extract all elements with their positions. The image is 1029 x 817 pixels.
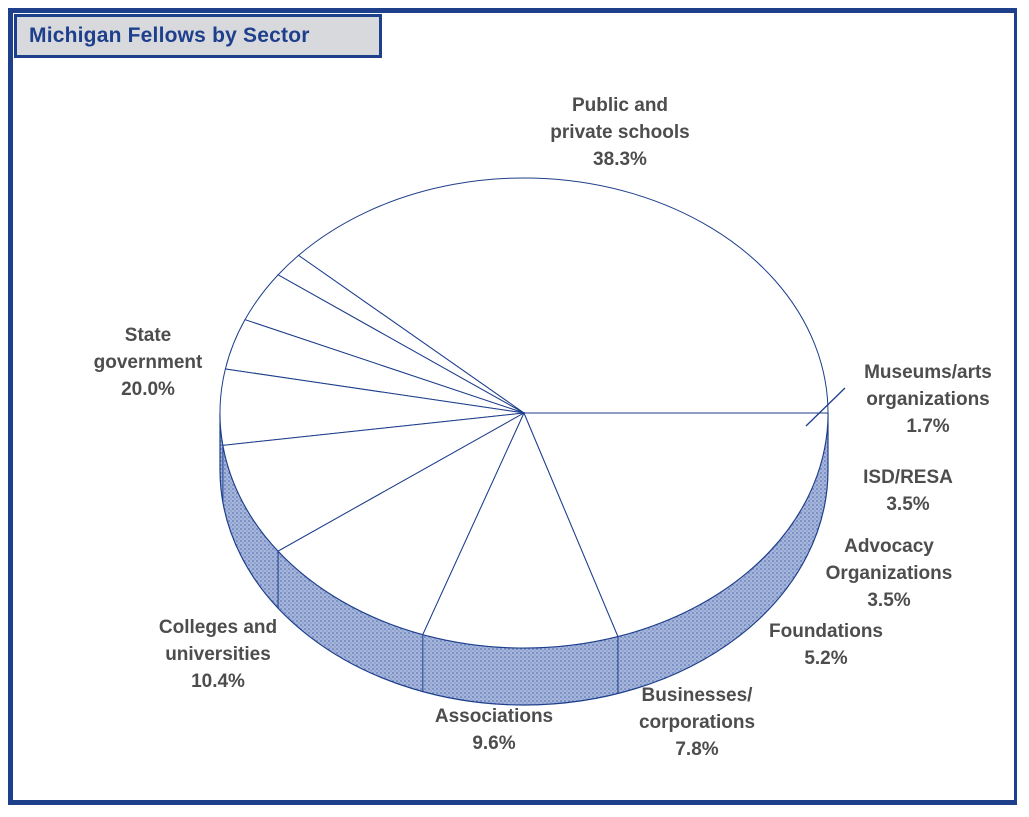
slice-label-line: Foundations — [769, 621, 883, 642]
slice-label-line: Museums/arts — [864, 362, 992, 383]
pie-slice-businesses-corporations — [222, 412, 525, 552]
slice-label-public-and-private-schools: Public and private schools 38.3% — [550, 92, 689, 173]
slice-label-line: organizations — [866, 389, 990, 410]
slice-percent: 3.5% — [886, 494, 930, 515]
slice-label-businesses-corporations: Businesses/corporations 7.8% — [639, 682, 755, 763]
chart-title-box: Michigan Fellows by Sector — [14, 14, 382, 58]
slice-label-line: Organizations — [825, 563, 953, 584]
chart-title: Michigan Fellows by Sector — [29, 24, 310, 47]
slice-label-line: State — [124, 325, 172, 346]
pie-slice-public-and-private-schools — [297, 177, 829, 414]
slice-percent: 3.5% — [867, 590, 911, 611]
slice-label-line: corporations — [638, 712, 756, 733]
slice-percent: 20.0% — [121, 379, 175, 400]
slice-label-line: Businesses/ — [641, 685, 753, 706]
slice-label-line: Colleges and — [158, 617, 278, 638]
slice-percent: 7.8% — [675, 739, 719, 760]
slice-percent: 5.2% — [804, 648, 848, 669]
pie-slice-colleges-and-universities — [422, 411, 619, 649]
slice-label-line: Public and — [571, 95, 669, 116]
slice-label-line: universities — [165, 644, 271, 665]
slice-label-colleges-and-universities: Colleges and universities 10.4% — [159, 614, 277, 695]
slice-label-state-government: State government 20.0% — [94, 322, 203, 403]
slice-label-line: government — [93, 352, 203, 373]
slice-label-foundations: Foundations 5.2% — [769, 618, 883, 672]
slice-label-associations: Associations 9.6% — [435, 703, 553, 757]
slice-label-line: Advocacy — [844, 536, 934, 557]
slice-label-line: Associations — [434, 706, 554, 727]
slice-percent: 9.6% — [472, 733, 516, 754]
slice-label-line: private schools — [550, 122, 690, 143]
slice-label-line: ISD/RESA — [863, 467, 953, 488]
slice-label-isd-resa: ISD/RESA 3.5% — [863, 464, 953, 518]
slice-percent: 38.3% — [593, 149, 647, 170]
pie-slice-associations — [277, 411, 526, 636]
slice-label-museums-arts-organizations: Museums/arts organizations 1.7% — [864, 359, 992, 440]
slice-percent: 1.7% — [906, 416, 950, 437]
slice-label-advocacy-organizations: Advocacy Organizations 3.5% — [826, 533, 953, 614]
slice-percent: 10.4% — [191, 671, 245, 692]
leader-line-museums-arts-organizations — [805, 387, 846, 427]
pie-slice-state-government — [523, 412, 829, 638]
